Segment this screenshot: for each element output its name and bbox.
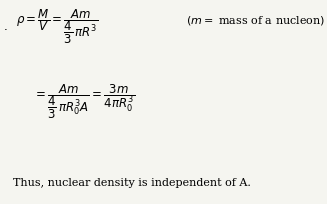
- Text: $= \dfrac{Am}{\dfrac{4}{3}\,\pi R_0^3 A} = \dfrac{3m}{4\pi R_0^3}$: $= \dfrac{Am}{\dfrac{4}{3}\,\pi R_0^3 A}…: [33, 83, 135, 121]
- Text: $\rho = \dfrac{M}{V} = \dfrac{Am}{\dfrac{4}{3}\,\pi R^3}$: $\rho = \dfrac{M}{V} = \dfrac{Am}{\dfrac…: [16, 7, 99, 46]
- Text: Thus, nuclear density is independent of A.: Thus, nuclear density is independent of …: [13, 178, 251, 188]
- Text: $.$: $.$: [3, 20, 8, 33]
- Text: $(m = $ mass of a nucleon$)$: $(m = $ mass of a nucleon$)$: [186, 14, 325, 27]
